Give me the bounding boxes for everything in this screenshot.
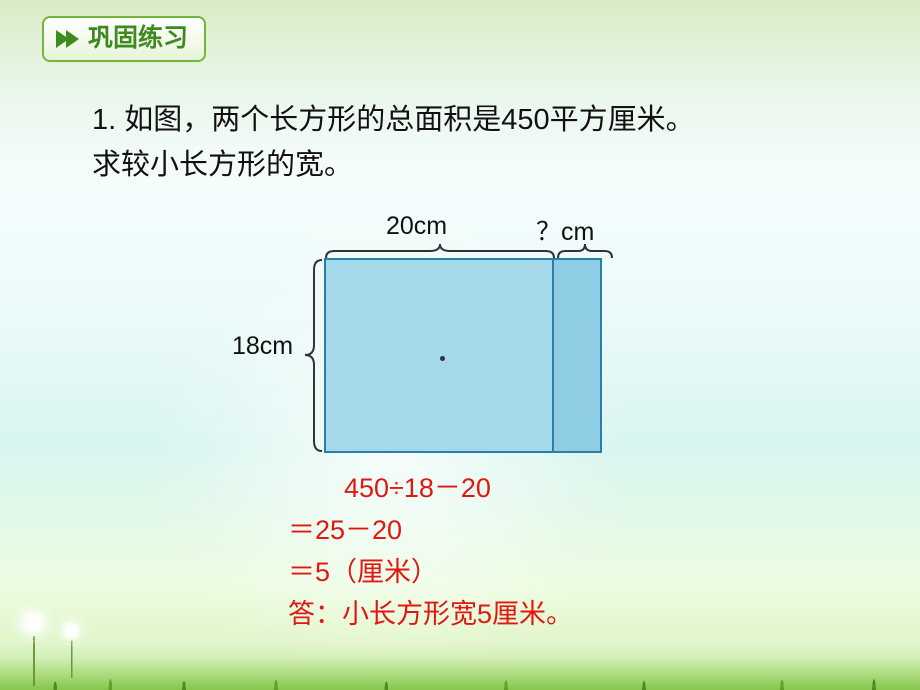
problem-line1: 如图，两个长方形的总面积是450平方厘米。 bbox=[124, 104, 694, 136]
big-width-label: 20cm bbox=[386, 212, 447, 241]
big-rectangle bbox=[324, 258, 554, 453]
small-rectangle bbox=[554, 258, 602, 453]
solution-text: 450÷18－20 ＝25－20 ＝5（厘米） 答：小长方形宽5厘米。 bbox=[288, 468, 573, 635]
rectangles bbox=[324, 258, 614, 453]
brace-left bbox=[302, 258, 324, 453]
grass-decoration bbox=[0, 644, 920, 690]
figure: 20cm ？cm 18cm bbox=[256, 212, 666, 462]
problem-number: 1. bbox=[92, 104, 116, 136]
solution-step1: 450÷18－20 bbox=[288, 468, 573, 510]
arrow-icon bbox=[56, 30, 80, 48]
problem-line2: 求较小长方形的宽。 bbox=[92, 149, 353, 181]
section-title: 巩固练习 bbox=[88, 25, 188, 52]
height-label: 18cm bbox=[232, 332, 293, 361]
solution-step2: ＝25－20 bbox=[288, 510, 573, 552]
center-dot-icon bbox=[440, 356, 445, 361]
dandelion-icon bbox=[60, 618, 83, 678]
solution-step3: ＝5（厘米） bbox=[288, 552, 573, 594]
dandelion-icon bbox=[18, 606, 48, 686]
section-badge: 巩固练习 bbox=[42, 16, 206, 62]
problem-text: 1. 如图，两个长方形的总面积是450平方厘米。 求较小长方形的宽。 bbox=[92, 98, 852, 188]
solution-answer: 答：小长方形宽5厘米。 bbox=[288, 594, 573, 636]
